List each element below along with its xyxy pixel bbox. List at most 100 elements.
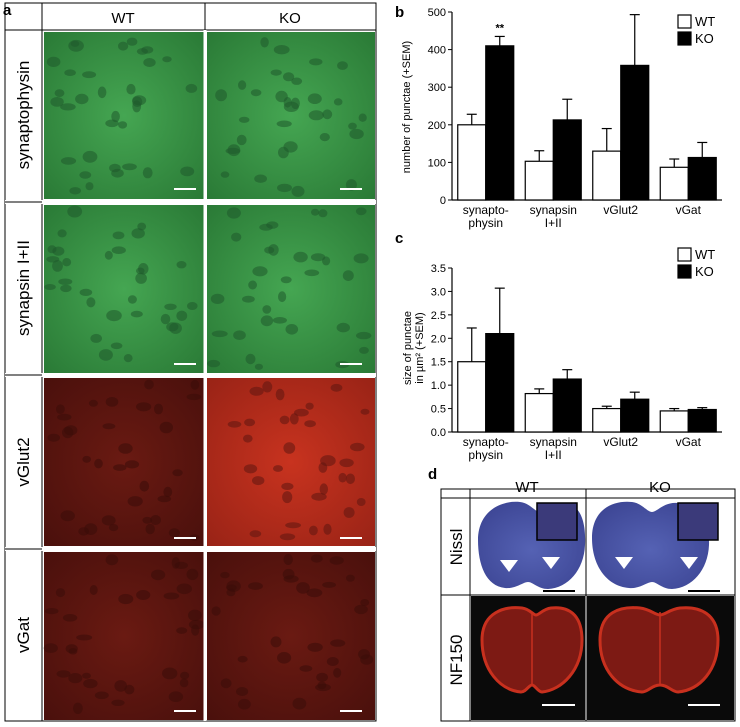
cell-body — [360, 654, 374, 665]
cell-body — [67, 205, 83, 218]
cell-body — [89, 585, 98, 595]
cell-body — [82, 672, 91, 679]
cell-body — [277, 183, 292, 193]
cell-body — [111, 699, 125, 706]
cell-body — [159, 421, 173, 434]
cell-body — [307, 642, 323, 652]
cell-body — [94, 691, 109, 700]
cell-body — [226, 588, 236, 597]
cell-body — [52, 246, 65, 256]
cell-body — [188, 609, 202, 621]
x-tick-label: synapto- — [463, 435, 509, 449]
cell-body — [333, 667, 342, 678]
y-tick-label: 500 — [428, 7, 446, 19]
panel-d-row-nissl: Nissl — [447, 529, 466, 566]
image-nf150-wt — [480, 606, 584, 706]
panel-d-frame — [440, 488, 736, 722]
cell-body — [97, 86, 107, 99]
cell-body — [226, 207, 241, 219]
cell-body — [94, 458, 103, 469]
cell-body — [260, 37, 269, 48]
cell-body — [171, 557, 180, 569]
cell-body — [135, 272, 147, 284]
cell-body — [318, 209, 328, 218]
cell-body — [52, 260, 63, 272]
cell-body — [250, 89, 262, 97]
cell-body — [289, 413, 299, 425]
cell-body — [349, 128, 364, 140]
cell-body — [127, 496, 143, 507]
cell-body — [139, 480, 150, 492]
cell-body — [102, 423, 116, 430]
cell-body — [238, 80, 247, 90]
cell-body — [191, 624, 200, 636]
cell-body — [294, 408, 309, 417]
image-synapsin-ko — [207, 205, 375, 373]
cell-body — [272, 317, 287, 324]
x-tick-label: physin — [468, 216, 503, 230]
cell-body — [350, 442, 365, 452]
scale-bars — [174, 188, 362, 712]
cell-body — [237, 655, 248, 663]
y-tick-label: 200 — [428, 120, 446, 132]
cell-body — [160, 313, 171, 325]
cell-body — [305, 402, 314, 410]
cell-body — [211, 606, 221, 616]
cell-body — [98, 349, 113, 361]
cell-body — [279, 533, 296, 541]
cell-body — [110, 342, 123, 350]
cell-body — [46, 256, 60, 263]
cell-body — [62, 258, 72, 267]
cell-body — [44, 608, 59, 615]
cell-body — [319, 133, 330, 142]
y-tick-label: 1.0 — [431, 380, 446, 392]
panel-a-row-vgat: vGat — [14, 617, 33, 653]
cell-body — [60, 103, 76, 111]
cell-body — [354, 604, 368, 615]
cell-body — [330, 639, 346, 647]
cell-body — [245, 353, 256, 365]
cell-body — [57, 413, 72, 421]
cell-body — [342, 270, 354, 281]
cell-body — [179, 678, 189, 688]
cell-body — [157, 495, 172, 503]
cell-body — [86, 297, 96, 308]
cell-body — [338, 472, 347, 483]
legend-swatch-wt — [677, 14, 692, 29]
cell-body — [75, 93, 89, 105]
cell-body — [311, 492, 327, 501]
cell-body — [154, 403, 163, 415]
bar-wt — [457, 124, 487, 201]
cell-texture — [43, 37, 374, 714]
panel-a-col-ko: KO — [279, 10, 301, 27]
bar-ko — [485, 333, 515, 433]
y-tick-label: 0 — [440, 195, 446, 207]
cell-body — [283, 141, 298, 153]
cell-body — [283, 101, 299, 113]
cell-body — [248, 582, 263, 590]
panel-a-letter: a — [3, 2, 12, 19]
cell-body — [280, 276, 292, 284]
cell-body — [60, 284, 72, 293]
cell-body — [299, 665, 313, 672]
cell-body — [285, 522, 301, 529]
cell-body — [130, 310, 143, 318]
cell-body — [82, 71, 97, 79]
cell-body — [50, 97, 64, 107]
cell-body — [329, 556, 344, 565]
cell-body — [233, 330, 246, 341]
chart-b: 0 100 200 300 400 500 synapto-physin synapsinI+… — [428, 7, 722, 230]
cell-body — [82, 150, 98, 163]
cell-body — [168, 691, 184, 702]
bar-ko — [687, 156, 717, 201]
cell-body — [320, 455, 336, 467]
cell-body — [252, 476, 265, 486]
cell-body — [43, 643, 58, 653]
cell-body — [319, 483, 328, 495]
cell-body — [356, 331, 372, 340]
image-synaptophysin-wt — [44, 32, 204, 199]
cell-body — [275, 90, 288, 103]
cell-body — [55, 588, 66, 598]
cell-body — [317, 681, 327, 690]
